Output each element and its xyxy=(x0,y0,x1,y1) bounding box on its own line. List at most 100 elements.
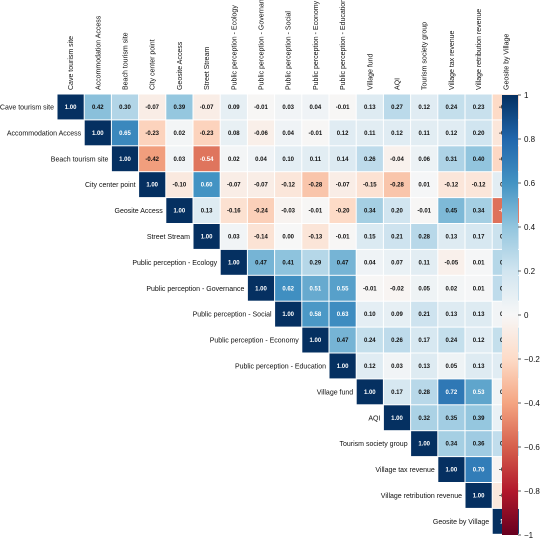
row-label: Geosite Access xyxy=(115,208,164,215)
column-label: Village retribution revenue xyxy=(476,9,483,90)
cell-value-label: -0.14 xyxy=(254,234,268,240)
cell-value-label: -0.01 xyxy=(336,234,350,240)
heatmap-cell xyxy=(411,379,438,405)
heatmap-cell xyxy=(193,198,220,223)
heatmap-cell xyxy=(302,249,329,275)
cell-value-label: 0.21 xyxy=(391,234,403,240)
heatmap-cell xyxy=(356,94,383,120)
heatmap-cell xyxy=(193,94,220,120)
heatmap-cell xyxy=(465,353,492,379)
heatmap-cell xyxy=(465,146,492,172)
cell-value-label: -0.12 xyxy=(472,183,486,189)
heatmap-cell xyxy=(356,301,383,327)
cell-value-label: 0.28 xyxy=(418,390,430,396)
heatmap-cell xyxy=(356,379,383,405)
cell-value-label: -0.05 xyxy=(445,260,459,266)
cell-value-label: 1.00 xyxy=(255,286,267,292)
cell-value-label: 0.60 xyxy=(201,183,213,189)
heatmap-cell xyxy=(166,146,193,172)
heatmap-cell xyxy=(220,120,247,146)
heatmap-cell xyxy=(465,431,492,457)
cell-value-label: 0.45 xyxy=(446,209,458,215)
cell-value-label: -0.16 xyxy=(227,209,241,215)
column-label: Public perception - Social xyxy=(286,11,293,90)
cell-value-label: 0.36 xyxy=(473,442,485,448)
cell-value-label: 0.12 xyxy=(364,364,376,370)
cell-value-label: 1.00 xyxy=(282,312,294,318)
cell-value-label: 0.42 xyxy=(92,105,104,111)
heatmap-cell xyxy=(383,94,411,120)
heatmap-cell xyxy=(166,94,193,120)
heatmap-cell xyxy=(247,249,275,275)
column-label: Street Stream xyxy=(204,47,211,90)
cell-value-label: 0.06 xyxy=(418,157,430,163)
heatmap-cell xyxy=(193,146,220,172)
heatmap-cell xyxy=(193,172,220,198)
cell-value-label: -0.02 xyxy=(390,286,404,292)
colorbar-tick-label: −0.4 xyxy=(524,399,540,408)
cell-value-label: 0.21 xyxy=(418,312,430,318)
cell-value-label: 0.26 xyxy=(391,338,403,344)
row-label: City center point xyxy=(85,182,136,189)
cell-value-label: -0.23 xyxy=(200,131,214,137)
cell-value-label: 0.26 xyxy=(364,157,376,163)
column-label: Beach tourism site xyxy=(123,32,130,90)
heatmap-cell xyxy=(383,353,411,379)
cell-value-label: 1.00 xyxy=(418,442,430,448)
cell-value-label: 0.70 xyxy=(473,468,485,474)
heatmap-cell xyxy=(329,120,356,146)
cell-value-label: 0.13 xyxy=(418,364,430,370)
colorbar-tick-label: −1 xyxy=(524,531,534,540)
heatmap-cell xyxy=(57,94,84,120)
heatmap-cell xyxy=(275,120,302,146)
cell-value-label: 0.47 xyxy=(337,338,349,344)
cell-value-label: 0.12 xyxy=(446,131,458,137)
heatmap-cell xyxy=(438,249,465,275)
heatmap-cell xyxy=(465,172,492,198)
cell-value-label: 0.07 xyxy=(391,260,403,266)
heatmap-cell xyxy=(438,198,465,223)
cell-value-label: -0.10 xyxy=(173,183,187,189)
heatmap-cell xyxy=(465,483,492,508)
heatmap-cell xyxy=(465,94,492,120)
heatmap-cell xyxy=(275,146,302,172)
cell-value-label: 0.05 xyxy=(446,364,458,370)
column-label: Accommodation Access xyxy=(95,15,102,90)
heatmap-cell xyxy=(329,249,356,275)
row-label: Beach tourism site xyxy=(51,156,109,163)
cell-value-label: 0.14 xyxy=(337,157,349,163)
heatmap-cell xyxy=(139,146,166,172)
heatmap-cell xyxy=(438,457,465,482)
column-label: Geosite Access xyxy=(177,41,184,90)
column-label: Tourism society group xyxy=(422,22,429,90)
cell-value-label: -0.01 xyxy=(309,131,323,137)
heatmap-cell xyxy=(383,327,411,353)
cell-value-label: -0.01 xyxy=(309,209,323,215)
cell-value-label: 1.00 xyxy=(119,157,131,163)
cell-value-label: 0.12 xyxy=(337,131,349,137)
heatmap-cell xyxy=(411,327,438,353)
cell-value-label: 0.09 xyxy=(228,105,240,111)
heatmap-cell xyxy=(383,172,411,198)
column-label: Cave tourism site xyxy=(68,36,75,90)
heatmap-cell xyxy=(356,146,383,172)
cell-value-label: 1.00 xyxy=(391,416,403,422)
heatmap-cell xyxy=(302,327,329,353)
row-label: Geosite by Village xyxy=(433,519,489,526)
cell-value-label: 0.58 xyxy=(310,312,322,318)
heatmap-cell xyxy=(411,146,438,172)
heatmap-cell xyxy=(275,198,302,223)
row-label: Village fund xyxy=(317,389,354,396)
heatmap-cell xyxy=(465,301,492,327)
cell-value-label: -0.01 xyxy=(336,105,350,111)
cell-value-label: 0.55 xyxy=(337,286,349,292)
column-label: Public perception - Governance xyxy=(259,0,266,90)
colorbar-tick-label: 0.6 xyxy=(524,179,536,188)
colorbar-tick-label: 0.8 xyxy=(524,135,536,144)
column-label: Village fund xyxy=(367,53,374,90)
heatmap-cell xyxy=(220,172,247,198)
heatmap-cell xyxy=(220,198,247,223)
cell-value-label: -0.42 xyxy=(145,157,159,163)
heatmap-cell xyxy=(356,353,383,379)
column-labels: Cave tourism site Accommodation Access Bea… xyxy=(68,0,510,90)
